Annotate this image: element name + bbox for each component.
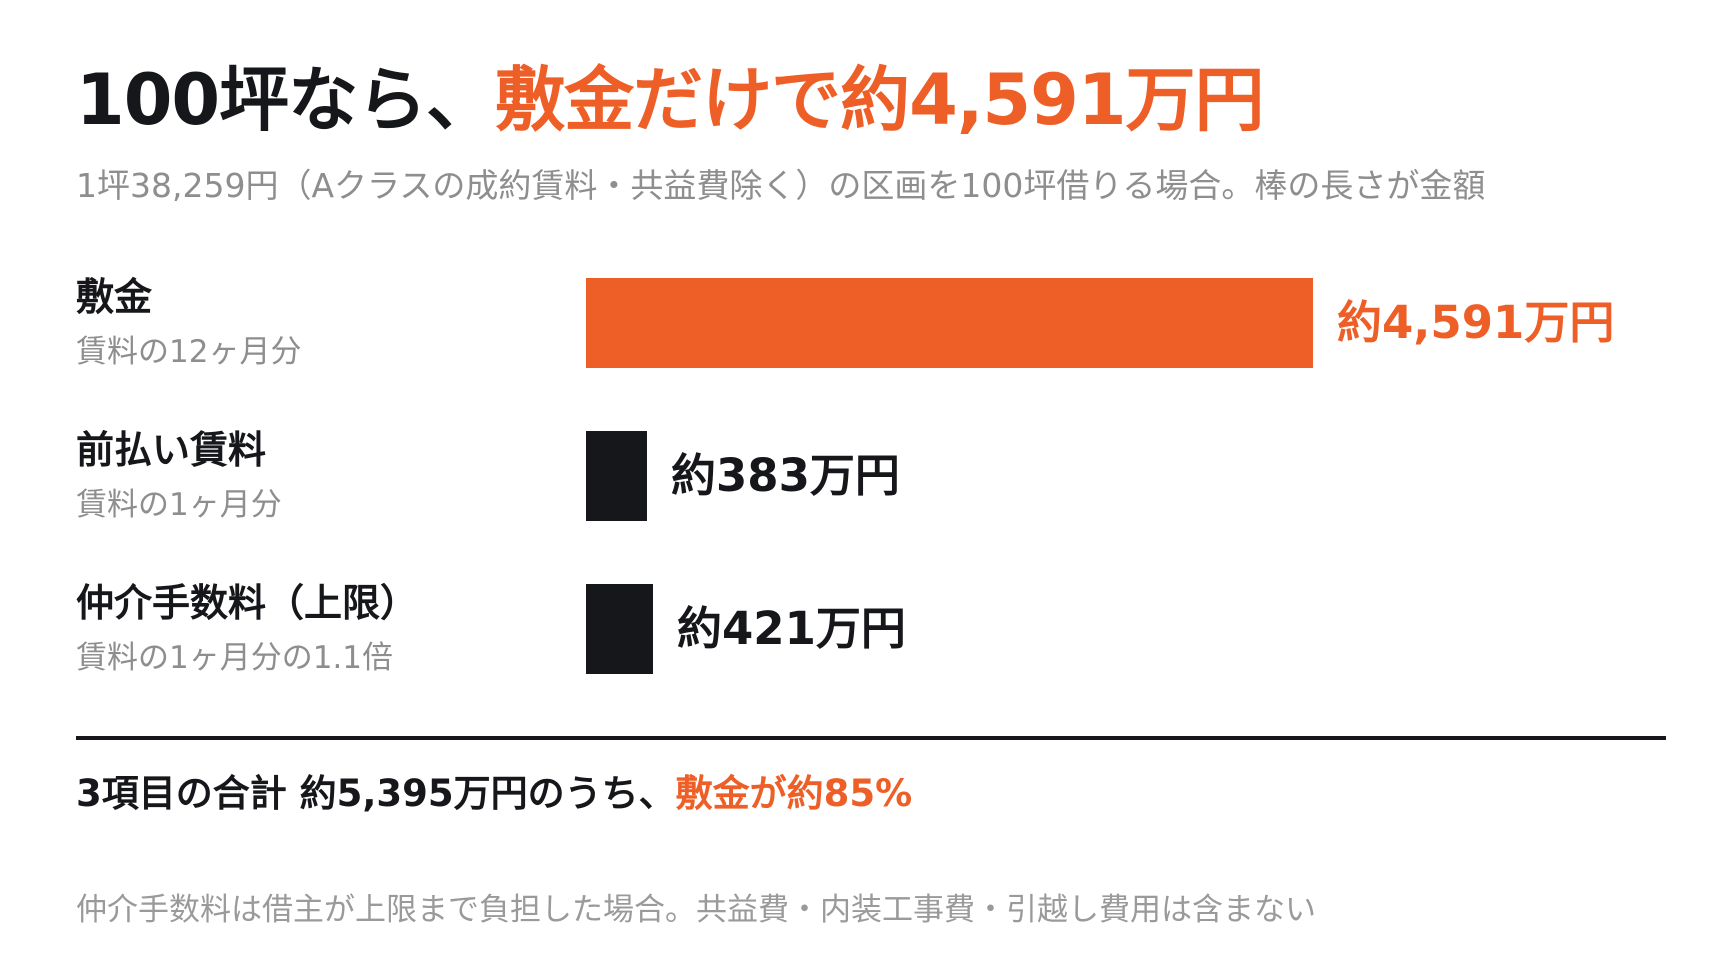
- row-label-1: 前払い賃料: [76, 428, 267, 472]
- row-sublabel-2: 賃料の1ヶ月分の1.1倍: [76, 640, 394, 676]
- title-prefix: 100坪なら、: [76, 59, 496, 141]
- bar-1: [586, 431, 647, 521]
- divider: [76, 736, 1666, 740]
- row-label-2: 仲介手数料（上限）: [76, 581, 419, 625]
- row-label-0: 敷金: [76, 275, 153, 319]
- row-sublabel-1: 賃料の1ヶ月分: [76, 487, 282, 523]
- summary-prefix: 3項目の合計 約5,395万円のうち、: [76, 772, 676, 815]
- summary-accent: 敷金が約85%: [675, 772, 913, 815]
- page-title: 100坪なら、敷金だけで約4,591万円: [76, 59, 1265, 141]
- title-accent: 敷金だけで約4,591万円: [495, 59, 1264, 141]
- summary: 3項目の合計 約5,395万円のうち、敷金が約85%: [76, 772, 912, 816]
- bar-2: [586, 584, 653, 674]
- bar-value-label-0: 約4,591万円: [1337, 296, 1615, 349]
- row-sublabel-0: 賃料の12ヶ月分: [76, 334, 302, 370]
- subtitle: 1坪38,259円（Aクラスの成約賃料・共益費除く）の区画を100坪借りる場合。…: [76, 166, 1486, 205]
- footnote: 仲介手数料は借主が上限まで負担した場合。共益費・内装工事費・引越し費用は含まない: [76, 892, 1316, 928]
- bar-0: [586, 278, 1313, 368]
- bar-value-label-2: 約421万円: [677, 602, 906, 655]
- bar-chart: 敷金賃料の12ヶ月分 約4,591万円前払い賃料賃料の1ヶ月分 約383万円仲介手数…: [76, 275, 1615, 676]
- bar-value-label-1: 約383万円: [671, 449, 900, 502]
